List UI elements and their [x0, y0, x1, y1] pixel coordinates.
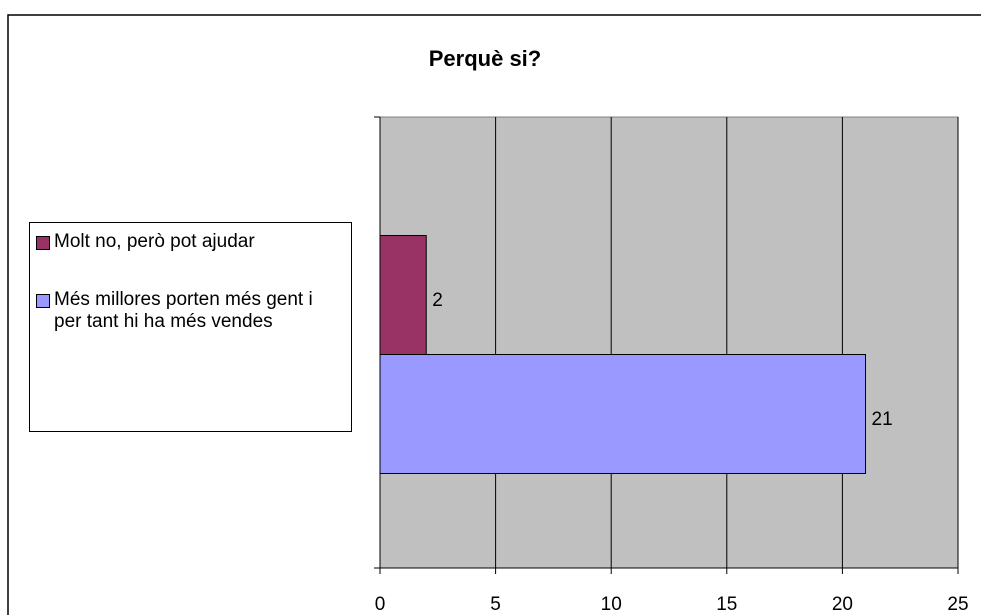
chart-border: [7, 14, 981, 615]
x-tick-label: 25: [947, 594, 968, 615]
legend: Molt no, però pot ajudar Més millores por…: [29, 222, 352, 432]
legend-label: Més millores porten més gent i per tant …: [54, 289, 313, 332]
data-label: 2: [432, 290, 443, 311]
data-label: 21: [872, 409, 893, 430]
x-tick-label: 5: [490, 594, 501, 615]
legend-swatch: [36, 236, 50, 250]
x-tick-label: 10: [601, 594, 622, 615]
x-tick-label: 15: [716, 594, 737, 615]
chart-title: Perquè si?: [429, 46, 541, 71]
legend-label: Molt no, però pot ajudar: [54, 231, 255, 252]
x-tick-label: 20: [832, 594, 853, 615]
x-tick-label: 0: [375, 594, 386, 615]
legend-entry: Molt no, però pot ajudar: [36, 231, 345, 253]
bar: [379, 235, 427, 355]
legend-swatch: [36, 294, 50, 308]
plot-area: [379, 116, 959, 569]
bar: [379, 354, 867, 474]
legend-entry: Més millores porten més gent i per tant …: [36, 289, 345, 333]
